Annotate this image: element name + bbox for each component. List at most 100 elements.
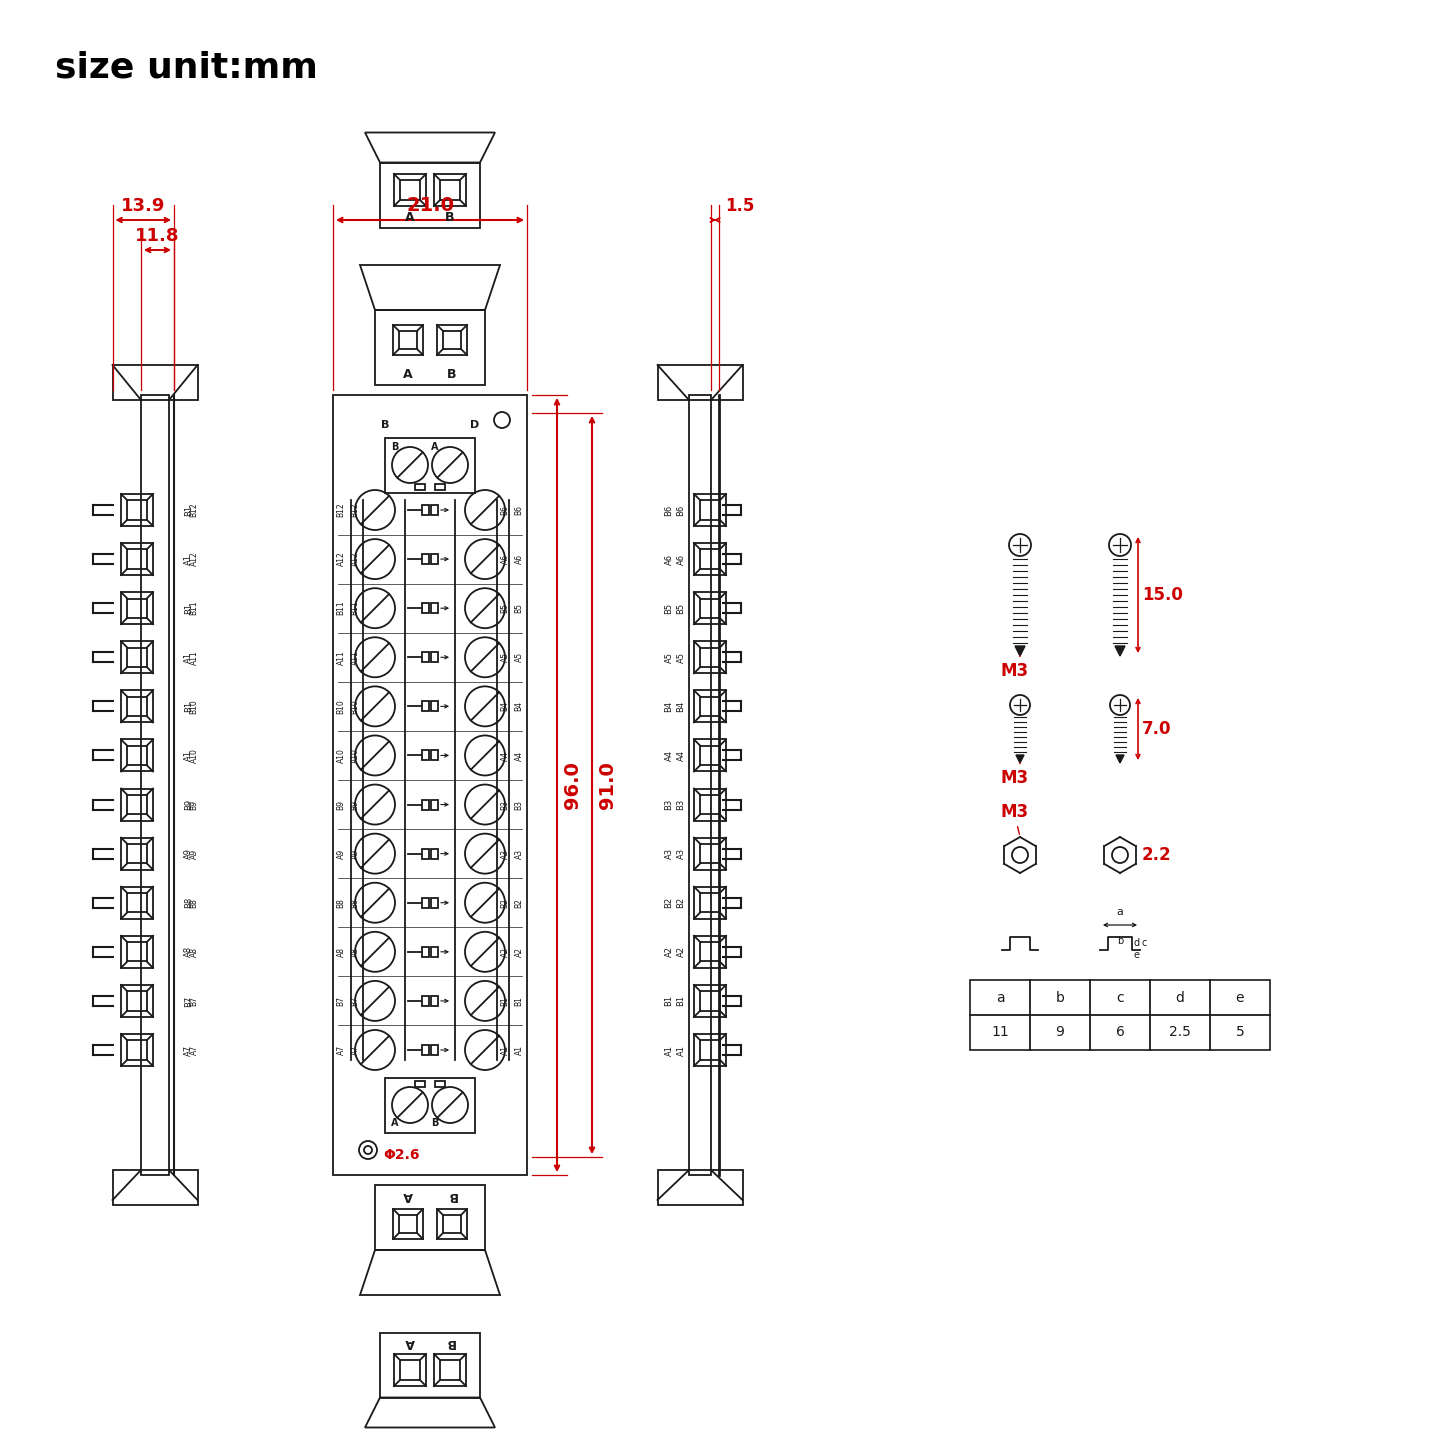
Text: A6: A6 <box>676 553 685 565</box>
Bar <box>127 795 146 814</box>
Text: d: d <box>1134 938 1140 948</box>
Text: B7: B7 <box>351 996 360 1006</box>
Text: A7: A7 <box>184 1045 194 1055</box>
Bar <box>444 331 461 350</box>
Bar <box>422 652 429 662</box>
Text: A9: A9 <box>337 848 345 858</box>
Bar <box>701 942 720 961</box>
Text: A4: A4 <box>500 750 510 760</box>
Bar <box>422 701 429 711</box>
Text: A12: A12 <box>351 552 360 566</box>
Bar <box>431 603 438 613</box>
Bar <box>694 838 725 870</box>
Text: a: a <box>996 990 1004 1004</box>
Text: e: e <box>1134 949 1140 959</box>
Text: B7: B7 <box>184 996 194 1007</box>
Bar <box>394 1354 426 1386</box>
Bar <box>657 1170 743 1205</box>
Text: 21.0: 21.0 <box>406 197 454 215</box>
Text: A7: A7 <box>351 1045 360 1055</box>
Bar <box>393 1209 423 1238</box>
Bar <box>431 897 438 907</box>
Bar <box>431 701 438 711</box>
Text: 7.0: 7.0 <box>1142 720 1172 738</box>
Text: a: a <box>1117 907 1123 918</box>
Text: b: b <box>1055 990 1065 1004</box>
Text: B3: B3 <box>514 799 523 809</box>
Polygon shape <box>1116 646 1126 656</box>
Bar <box>694 740 725 772</box>
Text: 11: 11 <box>991 1026 1009 1039</box>
Text: B12: B12 <box>337 503 345 517</box>
Bar <box>415 484 425 490</box>
Text: A6: A6 <box>500 553 510 564</box>
Bar <box>436 325 467 355</box>
Text: B: B <box>392 442 399 452</box>
Text: B: B <box>431 1117 439 1127</box>
Text: A3: A3 <box>676 848 685 860</box>
Bar <box>127 991 146 1010</box>
Text: A: A <box>405 211 415 224</box>
Text: B9: B9 <box>351 799 360 809</box>
Bar <box>400 181 419 199</box>
Text: A2: A2 <box>514 946 523 957</box>
Text: A2: A2 <box>500 946 510 957</box>
Text: A5: A5 <box>676 652 685 663</box>
Text: B1: B1 <box>676 996 685 1007</box>
Text: A12: A12 <box>337 552 345 566</box>
Polygon shape <box>1014 646 1025 656</box>
Bar <box>113 1170 198 1205</box>
Text: A1: A1 <box>184 652 194 663</box>
Text: M3: M3 <box>1000 763 1029 788</box>
Text: A5: A5 <box>500 652 510 662</box>
Text: 15.0: 15.0 <box>1142 587 1183 604</box>
Text: A10: A10 <box>351 749 360 763</box>
Text: M3: M3 <box>1000 803 1029 834</box>
Text: B: B <box>445 1337 455 1350</box>
Text: A: A <box>392 1117 399 1127</box>
Bar <box>422 603 429 613</box>
Text: A1: A1 <box>184 750 194 762</box>
Text: B4: B4 <box>514 701 523 711</box>
Text: B8: B8 <box>337 897 345 907</box>
Text: B2: B2 <box>500 897 510 907</box>
Bar <box>701 500 720 520</box>
Text: B1: B1 <box>184 603 194 614</box>
Bar <box>701 844 720 863</box>
Text: B5: B5 <box>514 603 523 613</box>
Bar <box>121 494 153 526</box>
Bar <box>384 1078 475 1133</box>
Text: A: A <box>405 1337 415 1350</box>
Bar <box>384 438 475 493</box>
Text: 1.5: 1.5 <box>725 197 754 215</box>
Text: A8: A8 <box>189 946 198 957</box>
Bar <box>701 598 720 618</box>
Bar <box>689 394 711 1175</box>
Bar <box>694 1035 725 1066</box>
Text: 9: 9 <box>1055 1026 1065 1039</box>
Text: A3: A3 <box>665 848 673 860</box>
Bar <box>399 331 418 350</box>
Text: B9: B9 <box>189 799 198 809</box>
Bar <box>121 543 153 575</box>
Text: d: d <box>1176 990 1185 1004</box>
Bar <box>422 1045 429 1055</box>
Text: A5: A5 <box>514 652 523 662</box>
Text: A7: A7 <box>189 1045 198 1055</box>
Text: B6: B6 <box>514 504 523 514</box>
Text: A6: A6 <box>665 553 673 565</box>
Text: B2: B2 <box>514 897 523 907</box>
Text: B1: B1 <box>184 504 194 516</box>
Text: c: c <box>1116 990 1124 1004</box>
Text: A1: A1 <box>514 1045 523 1055</box>
Bar <box>431 1045 438 1055</box>
Bar <box>399 1215 418 1233</box>
Text: B2: B2 <box>676 897 685 909</box>
Text: B6: B6 <box>500 504 510 514</box>
Bar <box>431 504 438 514</box>
Bar <box>701 746 720 764</box>
Bar <box>121 740 153 772</box>
Bar <box>422 799 429 809</box>
Text: B5: B5 <box>676 603 685 614</box>
Bar <box>121 691 153 722</box>
